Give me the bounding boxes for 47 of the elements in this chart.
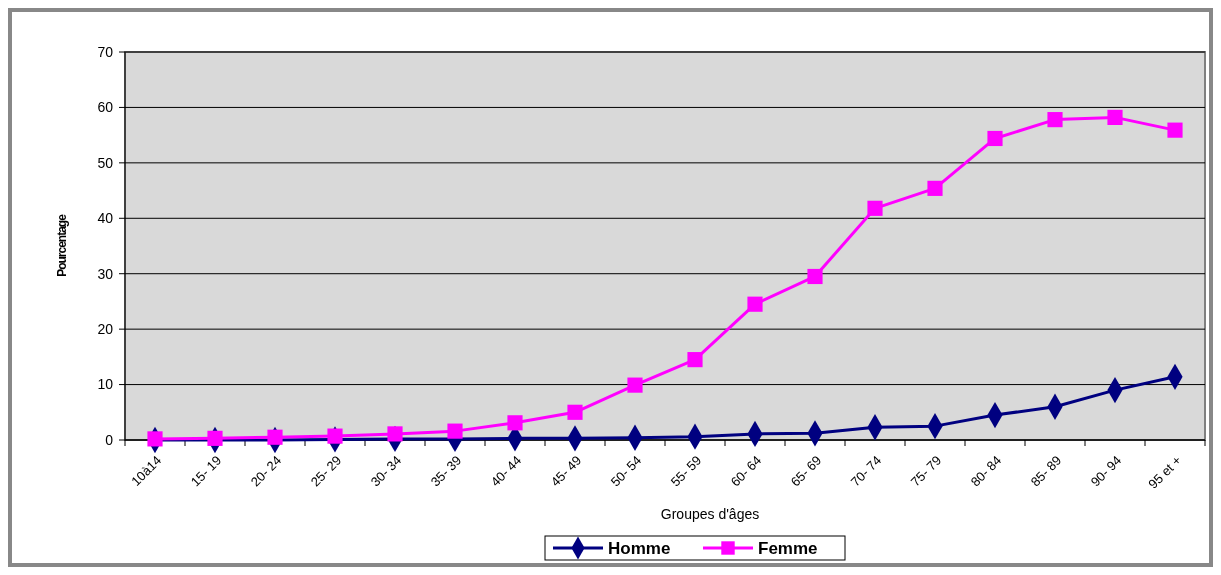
point — [1047, 112, 1063, 128]
point — [627, 377, 643, 393]
x-tick-label: 30- 34 — [367, 452, 405, 490]
y-tick-label: 30 — [97, 265, 114, 282]
point — [747, 296, 763, 312]
x-axis-title: Groupes d'âges — [660, 506, 760, 522]
x-tick-label: 80- 84 — [967, 452, 1005, 490]
point — [147, 431, 163, 447]
y-tick-label: 10 — [97, 376, 114, 393]
y-tick-label: 40 — [97, 210, 114, 227]
point — [807, 268, 823, 285]
point — [267, 429, 283, 445]
point — [387, 426, 403, 442]
x-tick-label: 45- 49 — [547, 452, 585, 490]
y-axis-title: Pourcentage — [55, 213, 69, 277]
point — [207, 430, 223, 446]
x-tick-label: 40- 44 — [487, 452, 525, 490]
y-tick-label: 20 — [97, 321, 114, 338]
x-tick-label: 70- 74 — [847, 452, 885, 490]
point — [687, 352, 703, 368]
y-tick-label: 0 — [105, 431, 114, 448]
point — [567, 404, 583, 420]
point — [447, 423, 463, 439]
x-tick-label: 85- 89 — [1027, 452, 1065, 490]
x-tick-label: 20- 24 — [247, 452, 285, 490]
point — [1107, 109, 1123, 125]
x-tick-label: 60- 64 — [727, 452, 765, 490]
point — [927, 180, 943, 196]
x-tick-label: 35- 39 — [427, 452, 465, 490]
y-tick-label: 60 — [97, 99, 114, 116]
x-tick-label: 50- 54 — [607, 452, 645, 490]
point — [987, 130, 1003, 147]
point — [1167, 122, 1183, 138]
point — [327, 428, 343, 444]
x-tick-label: 90- 94 — [1087, 452, 1125, 490]
legend-label: Femme — [758, 538, 818, 558]
x-tick-label: 25- 29 — [307, 452, 345, 490]
y-tick-label: 50 — [97, 154, 114, 171]
legend-label: Homme — [608, 538, 671, 558]
y-tick-label: 70 — [97, 43, 114, 60]
x-tick-label: 75- 79 — [907, 452, 945, 490]
x-tick-label: 55- 59 — [667, 452, 705, 490]
point — [507, 415, 523, 431]
point — [867, 200, 883, 216]
x-tick-label: 95 et + — [1145, 452, 1185, 492]
x-tick-label: 65- 69 — [787, 452, 825, 490]
x-tick-label: 15- 19 — [187, 452, 225, 490]
